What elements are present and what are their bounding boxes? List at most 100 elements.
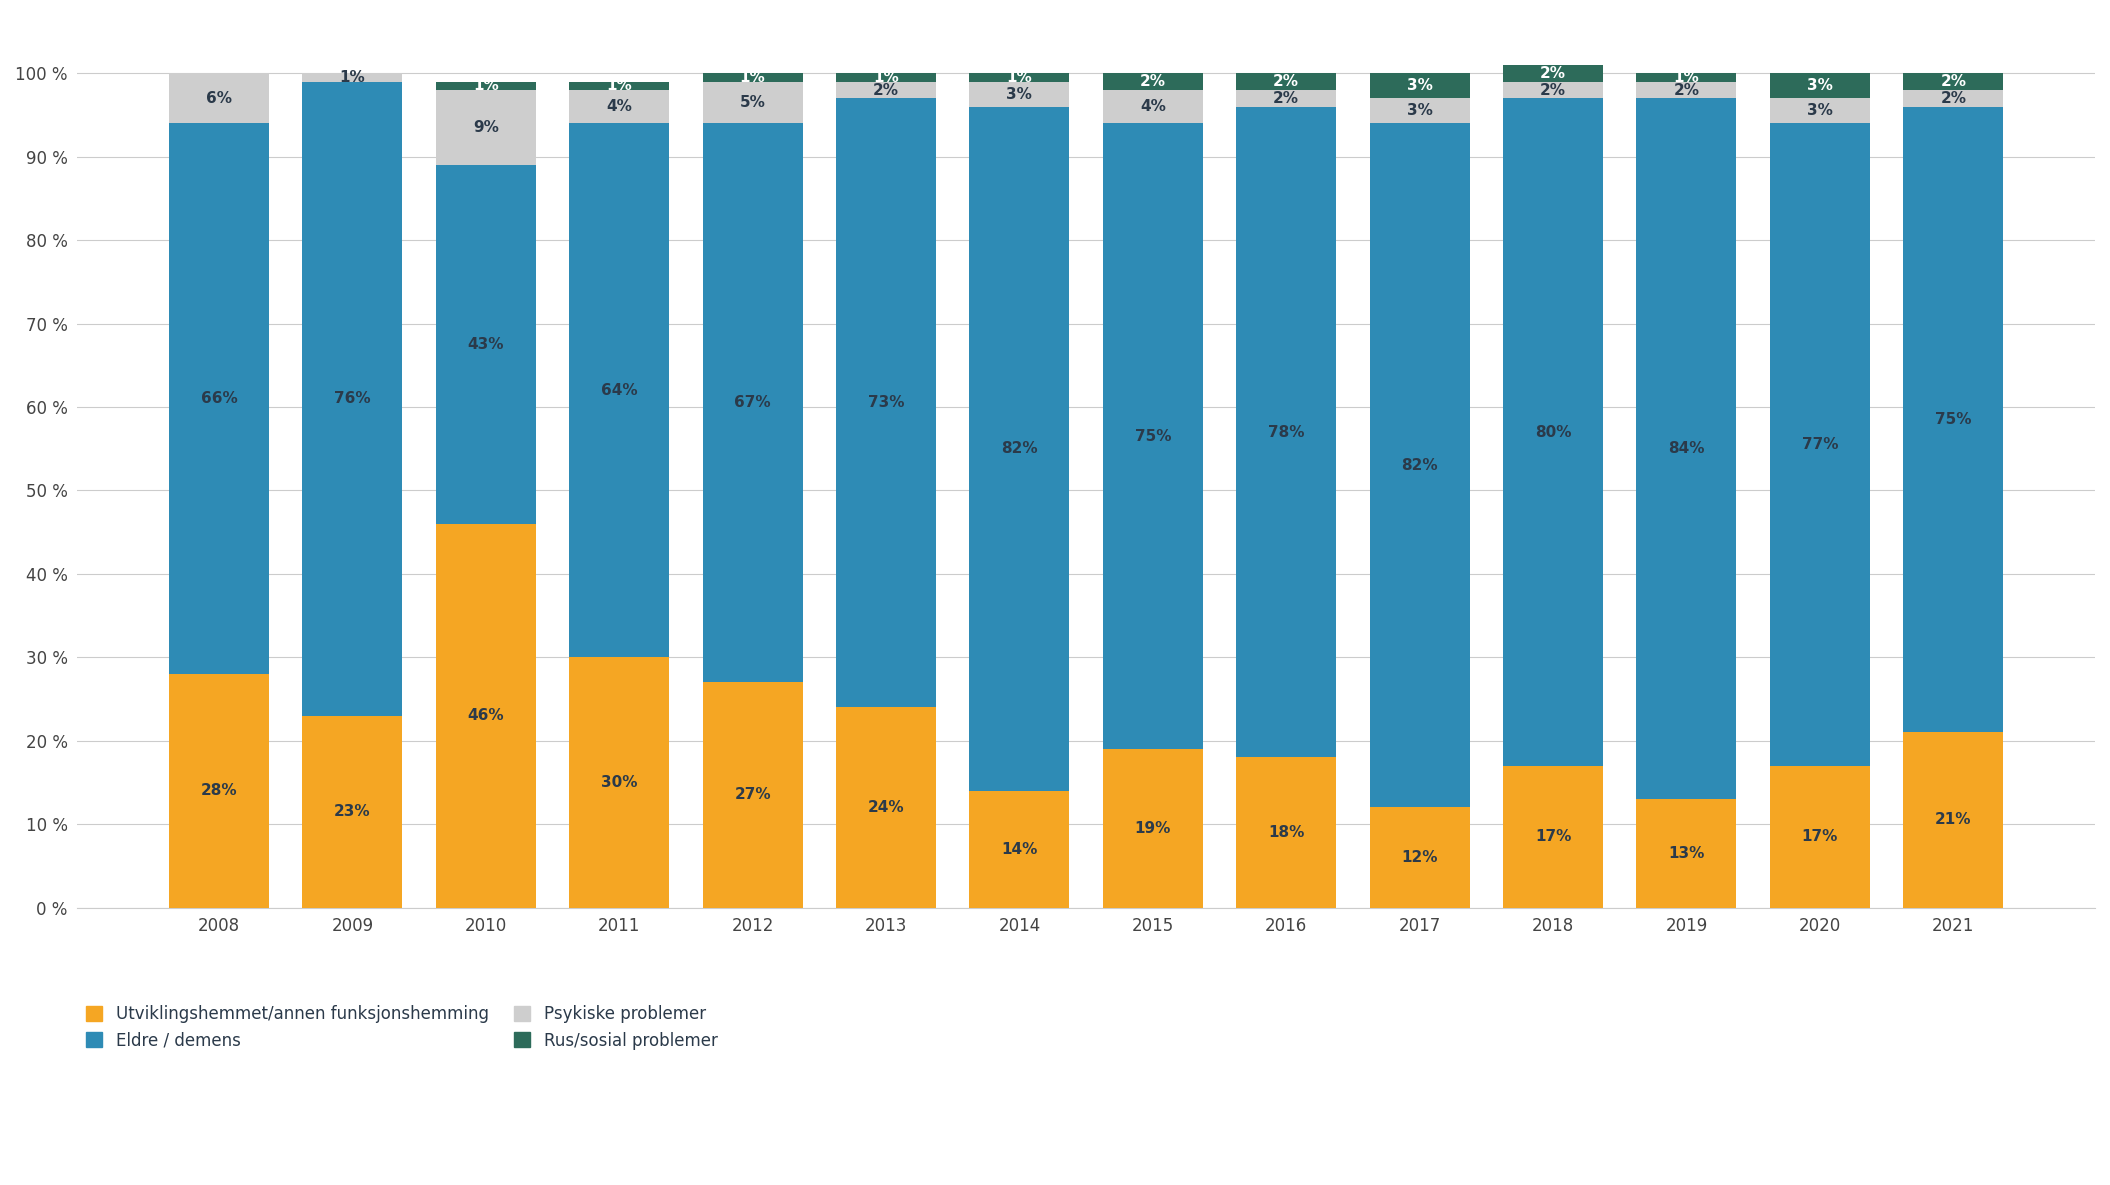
Text: 24%: 24% (867, 800, 905, 815)
Bar (968, 82, 1070, 107)
Bar (570, 82, 669, 90)
Text: 78%: 78% (1268, 424, 1304, 440)
Text: 1%: 1% (741, 70, 766, 85)
Bar (1369, 123, 1471, 807)
Text: 80%: 80% (1534, 424, 1572, 440)
Text: 77%: 77% (1802, 437, 1838, 453)
Text: 75%: 75% (1135, 429, 1171, 443)
Bar (836, 707, 937, 908)
Text: 19%: 19% (1135, 821, 1171, 835)
Text: 3%: 3% (1806, 103, 1834, 119)
Text: 5%: 5% (741, 95, 766, 110)
Bar (1903, 107, 2002, 732)
Text: 2%: 2% (1139, 75, 1167, 89)
Text: 2%: 2% (1272, 91, 1300, 105)
Bar (169, 674, 268, 908)
Text: 3%: 3% (1806, 78, 1834, 94)
Text: 1%: 1% (1006, 70, 1032, 85)
Bar (1502, 98, 1604, 766)
Text: 43%: 43% (468, 337, 504, 352)
Bar (302, 82, 403, 716)
Text: 30%: 30% (601, 775, 637, 790)
Text: 14%: 14% (1002, 841, 1038, 857)
Bar (968, 790, 1070, 908)
Text: 2%: 2% (1941, 91, 1967, 105)
Text: 66%: 66% (200, 391, 236, 406)
Bar (570, 658, 669, 908)
Text: 76%: 76% (333, 391, 371, 406)
Bar (302, 716, 403, 908)
Bar (570, 90, 669, 123)
Text: 23%: 23% (333, 805, 371, 819)
Bar (1637, 799, 1737, 908)
Text: 2%: 2% (1540, 66, 1566, 81)
Text: 3%: 3% (1006, 87, 1032, 102)
Text: 4%: 4% (1139, 100, 1165, 114)
Text: 28%: 28% (200, 783, 236, 799)
Bar (1236, 73, 1336, 90)
Bar (570, 123, 669, 658)
Bar (1770, 98, 1869, 123)
Text: 3%: 3% (1407, 103, 1433, 119)
Bar (1236, 107, 1336, 757)
Text: 46%: 46% (468, 709, 504, 723)
Bar (1637, 98, 1737, 799)
Text: 4%: 4% (606, 100, 633, 114)
Bar (1369, 807, 1471, 908)
Bar (169, 73, 268, 123)
Bar (1369, 73, 1471, 98)
Text: 17%: 17% (1802, 830, 1838, 844)
Bar (1770, 73, 1869, 98)
Text: 1%: 1% (1673, 70, 1699, 85)
Text: 82%: 82% (1401, 457, 1437, 473)
Text: 84%: 84% (1669, 441, 1705, 456)
Bar (968, 73, 1070, 82)
Bar (1104, 749, 1203, 908)
Bar (1104, 90, 1203, 123)
Text: 1%: 1% (874, 70, 899, 85)
Bar (836, 73, 937, 82)
Text: 67%: 67% (734, 396, 770, 410)
Bar (1903, 732, 2002, 908)
Text: 2%: 2% (1272, 75, 1300, 89)
Bar (1104, 73, 1203, 90)
Bar (1637, 73, 1737, 82)
Bar (1502, 65, 1604, 82)
Bar (1502, 82, 1604, 98)
Bar (302, 73, 403, 82)
Bar (836, 82, 937, 98)
Bar (1903, 90, 2002, 107)
Bar (703, 82, 802, 123)
Legend: Utviklingshemmet/annen funksjonshemming, Eldre / demens, Psykiske problemer, Rus: Utviklingshemmet/annen funksjonshemming,… (87, 1005, 717, 1050)
Text: 82%: 82% (1000, 441, 1038, 456)
Text: 27%: 27% (734, 788, 770, 802)
Text: 2%: 2% (1941, 75, 1967, 89)
Text: 12%: 12% (1401, 850, 1437, 865)
Text: 2%: 2% (1673, 83, 1699, 97)
Bar (1502, 766, 1604, 908)
Bar (437, 82, 536, 90)
Text: 18%: 18% (1268, 825, 1304, 840)
Bar (1903, 73, 2002, 90)
Text: 73%: 73% (867, 396, 905, 410)
Bar (1369, 98, 1471, 123)
Text: 75%: 75% (1935, 412, 1971, 427)
Bar (437, 524, 536, 908)
Bar (1104, 123, 1203, 749)
Bar (437, 165, 536, 524)
Text: 2%: 2% (1540, 83, 1566, 97)
Bar (836, 98, 937, 707)
Text: 1%: 1% (340, 70, 365, 85)
Text: 17%: 17% (1534, 830, 1572, 844)
Text: 3%: 3% (1407, 78, 1433, 94)
Bar (1637, 82, 1737, 98)
Bar (968, 107, 1070, 790)
Text: 21%: 21% (1935, 813, 1971, 827)
Bar (1236, 90, 1336, 107)
Bar (1770, 123, 1869, 766)
Bar (703, 683, 802, 908)
Text: 2%: 2% (874, 83, 899, 97)
Bar (1236, 757, 1336, 908)
Bar (437, 90, 536, 165)
Text: 9%: 9% (473, 120, 498, 135)
